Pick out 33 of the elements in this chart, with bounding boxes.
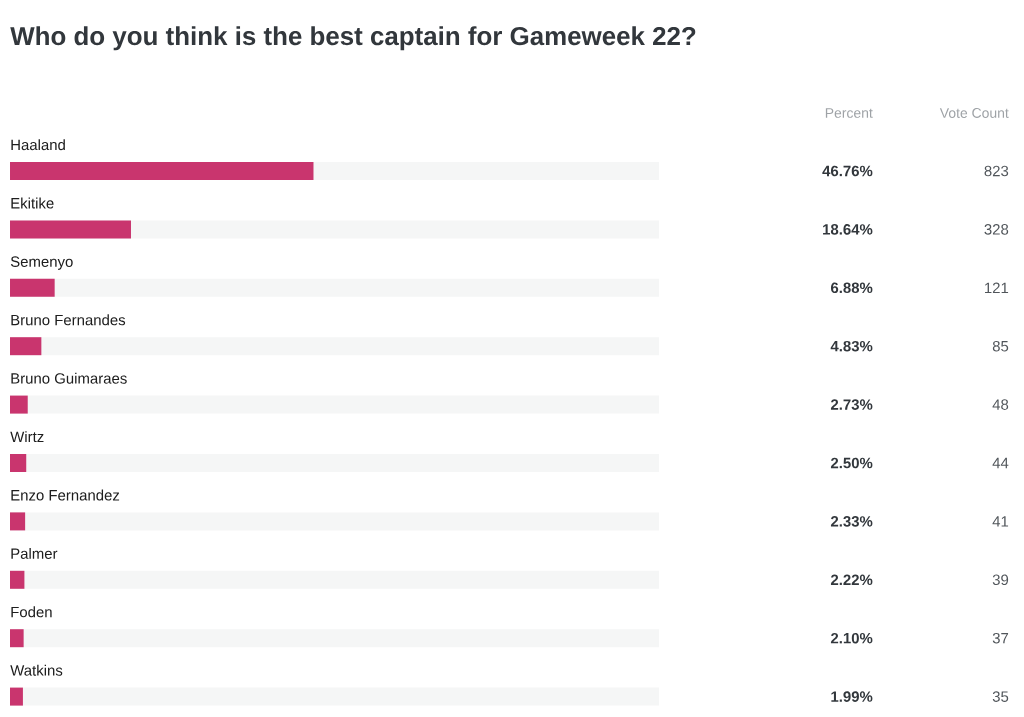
y-tick-label: Bruno Fernandes <box>11 314 126 326</box>
text: Vote Count <box>939 108 1009 118</box>
text: 85 <box>992 340 1009 352</box>
y-tick-label: Wirtz <box>10 431 44 443</box>
text: 44 <box>992 457 1009 469</box>
text: 823 <box>984 165 1009 177</box>
data-label: 2.50% <box>830 457 873 469</box>
data-label: 6.88% <box>830 282 873 294</box>
y-tick-label: Semenyo <box>10 256 73 270</box>
y-tick-label: Bruno Guimaraes <box>11 372 127 384</box>
chart-title: Who do you think is the best captain for Gameweek 22? <box>10 26 696 51</box>
text: Percent <box>825 108 873 118</box>
text: 37 <box>992 632 1009 644</box>
data-label: 1.99% <box>831 691 873 702</box>
data-label: 2.73% <box>830 399 873 410</box>
text: 48 <box>992 399 1009 410</box>
data-label: 2.33% <box>830 516 873 527</box>
data-label: 2.22% <box>830 574 873 586</box>
y-tick-label: Watkins <box>10 664 63 676</box>
text: 39 <box>992 574 1009 586</box>
y-tick-label: Haaland <box>11 139 65 151</box>
y-tick-label: Ekitike <box>11 197 54 209</box>
text: 121 <box>985 282 1009 294</box>
data-label: 46.76% <box>822 165 873 177</box>
data-label: 2.10% <box>830 632 873 644</box>
y-tick-label: Palmer <box>11 547 58 559</box>
y-tick-label: Enzo Fernandez <box>11 489 120 501</box>
text: 35 <box>992 691 1009 702</box>
data-label: 18.64% <box>823 224 873 235</box>
text: 328 <box>984 224 1009 235</box>
data-label: 4.83% <box>830 340 873 352</box>
y-tick-label: Foden <box>11 606 52 618</box>
text: 41 <box>992 516 1009 527</box>
